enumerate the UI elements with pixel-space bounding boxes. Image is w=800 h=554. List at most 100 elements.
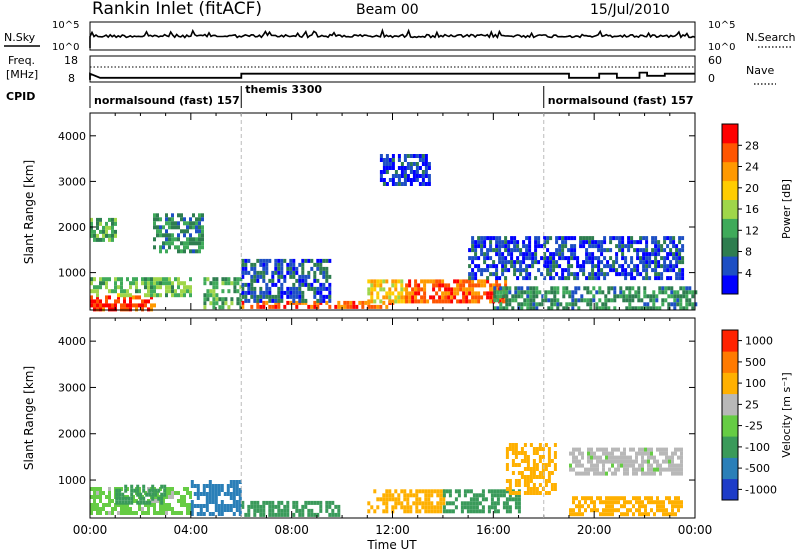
heatmap-cell [238,504,242,508]
heatmap-cell [454,497,458,502]
heatmap-cell [480,240,484,245]
heatmap-cell [632,471,635,476]
heatmap-cell [501,272,505,277]
heatmap-cell [581,504,584,509]
heatmap-cell [468,248,472,253]
heatmap-cell [526,286,530,291]
heatmap-cell [501,256,505,261]
heatmap-cell [505,509,509,514]
heatmap-cell [230,301,234,306]
heatmap-cell [271,508,275,513]
heatmap-cell [477,299,481,304]
heatmap-cell [439,489,443,494]
heatmap-cell [163,484,167,489]
heatmap-cell [108,503,111,507]
heatmap-cell [206,277,210,282]
heatmap-cell [611,459,614,464]
heatmap-cell [493,501,497,506]
heatmap-cell [442,501,446,506]
heatmap-cell [286,504,290,509]
heatmap-cell [597,244,601,249]
heatmap-cell [647,471,650,476]
heatmap-cell [247,504,251,509]
heatmap-cell [596,459,599,464]
heatmap-cell [445,509,449,514]
heatmap-cell [202,484,206,488]
heatmap-cell [501,244,505,249]
heatmap-cell [105,225,108,230]
heatmap-cell [165,507,168,511]
heatmap-cell [313,290,317,295]
heatmap-cell [597,268,601,273]
heatmap-cell [99,285,102,290]
heatmap-cell [599,496,602,501]
heatmap-cell [183,281,186,286]
heatmap-cell [629,459,632,464]
y-tick-label: 4000 [58,335,86,348]
heatmap-cell [505,290,509,295]
heatmap-cell [382,158,386,162]
heatmap-cell [656,504,659,509]
heatmap-cell [235,492,239,496]
heatmap-cell [499,493,503,498]
heatmap-cell [409,154,413,158]
heatmap-cell [271,504,275,509]
heatmap-cell [450,287,454,292]
heatmap-cell [214,484,218,488]
heatmap-cell [685,298,689,303]
heatmap-cell [567,236,571,241]
heatmap-cell [430,505,434,510]
heatmap-cell [274,258,278,263]
heatmap-cell [421,162,425,166]
heatmap-cell [205,500,209,504]
heatmap-cell [685,306,689,311]
heatmap-cell [310,512,314,517]
heatmap-cell [253,266,257,271]
heatmap-cell [337,508,341,513]
heatmap-cell [232,488,236,492]
heatmap-cell [549,272,553,277]
heatmap-cell [465,295,469,300]
heatmap-cell [644,504,647,509]
heatmap-cell [572,467,575,472]
heatmap-cell [523,483,527,487]
heatmap-cell [477,295,481,300]
heatmap-cell [199,508,203,512]
heatmap-cell [144,511,147,515]
heatmap-cell [499,489,503,494]
heatmap-cell [160,484,164,489]
heatmap-cell [595,290,599,295]
heatmap-cell [656,447,659,452]
heatmap-cell [547,455,551,459]
heatmap-cell [626,471,629,476]
heatmap-cell [579,264,583,269]
heatmap-cell [585,276,589,281]
heatmap-cell [611,463,614,468]
heatmap-cell [232,496,236,500]
heatmap-cell [367,299,371,304]
heatmap-cell [325,258,329,263]
heatmap-cell [582,264,586,269]
heatmap-cell [427,505,431,510]
heatmap-cell [665,496,668,501]
heatmap-cell [111,303,114,308]
heatmap-cell [636,268,640,273]
heatmap-cell [114,289,117,294]
heatmap-cell [519,264,523,269]
heatmap-cell [325,286,329,291]
heatmap-cell [489,244,493,249]
heatmap-cell [159,249,162,254]
heatmap-cell [592,286,596,291]
heatmap-cell [265,266,269,271]
heatmap-cell [382,166,386,170]
heatmap-cell [647,459,650,464]
heatmap-cell [337,304,341,309]
heatmap-cell [495,287,499,292]
heatmap-cell [135,511,138,515]
heatmap-cell [114,217,117,222]
heatmap-cell [388,158,392,162]
heatmap-cell [645,248,649,253]
heatmap-cell [391,279,395,284]
heatmap-cell [639,248,643,253]
heatmap-cell [259,274,263,279]
